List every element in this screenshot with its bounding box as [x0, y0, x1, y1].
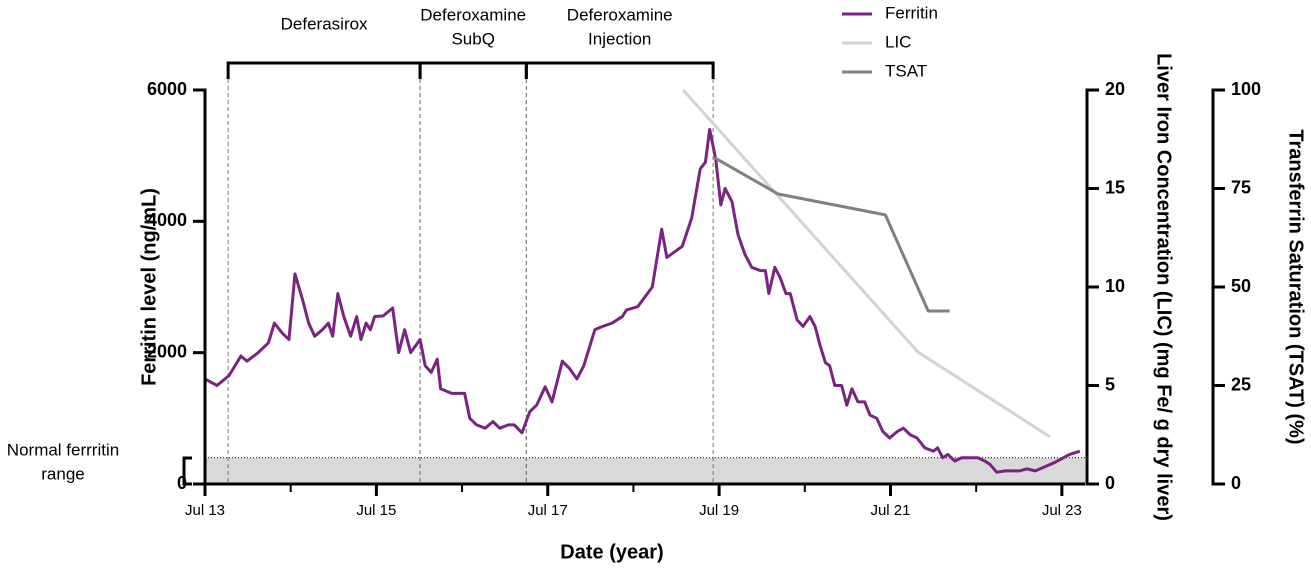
y-tick-label: 2000 [147, 341, 187, 361]
legend-label: LIC [885, 32, 911, 51]
legend-label: TSAT [885, 61, 927, 80]
period-label: SubQ [451, 29, 494, 48]
x-tick-label: Jul 13 [185, 502, 225, 519]
x-tick-label: Jul 19 [699, 502, 739, 519]
y-tick-label: 4000 [147, 210, 187, 230]
period-label: Deferoxamine [420, 5, 526, 24]
data-line [712, 155, 950, 313]
y-tick-label: 50 [1231, 276, 1251, 296]
y-tick-label: 0 [1231, 473, 1241, 493]
period-label: Deferoxamine [567, 5, 673, 24]
range-bracket [182, 456, 192, 486]
normal-range-label: range [41, 464, 84, 483]
y-axis-label: Ferritin level (ng/mL) [138, 188, 160, 386]
period-label: Deferasirox [281, 14, 368, 33]
y-tick-label: 0 [177, 473, 187, 493]
y-tick-label: 15 [1105, 177, 1125, 197]
x-tick-label: Jul 21 [870, 502, 910, 519]
y-tick-label: 20 [1105, 79, 1125, 99]
normal-range-label: Normal ferrritin [7, 440, 119, 459]
data-line [204, 127, 1081, 474]
y-tick-label: 10 [1105, 276, 1125, 296]
y-tick-label: 0 [1105, 473, 1115, 493]
x-tick-label: Jul 15 [356, 502, 396, 519]
y-tick-label: 5 [1105, 374, 1115, 394]
data-line [682, 88, 1051, 438]
normal-range [205, 457, 1085, 484]
legend-label: Ferritin [885, 3, 938, 22]
y2-axis-label: Liver Iron Concentration (LIC) (mg Fe/ g… [1153, 53, 1175, 521]
y-tick-label: 6000 [147, 79, 187, 99]
y3-axis-label: Transferrin Saturation (TSAT) (%) [1285, 129, 1307, 444]
x-tick-label: Jul 17 [528, 502, 568, 519]
y-tick-label: 25 [1231, 374, 1251, 394]
y-tick-label: 75 [1231, 177, 1251, 197]
x-axis-label: Date (year) [560, 541, 663, 563]
y-tick-label: 100 [1231, 79, 1261, 99]
x-tick-label: Jul 23 [1042, 502, 1082, 519]
period-label: Injection [588, 29, 651, 48]
